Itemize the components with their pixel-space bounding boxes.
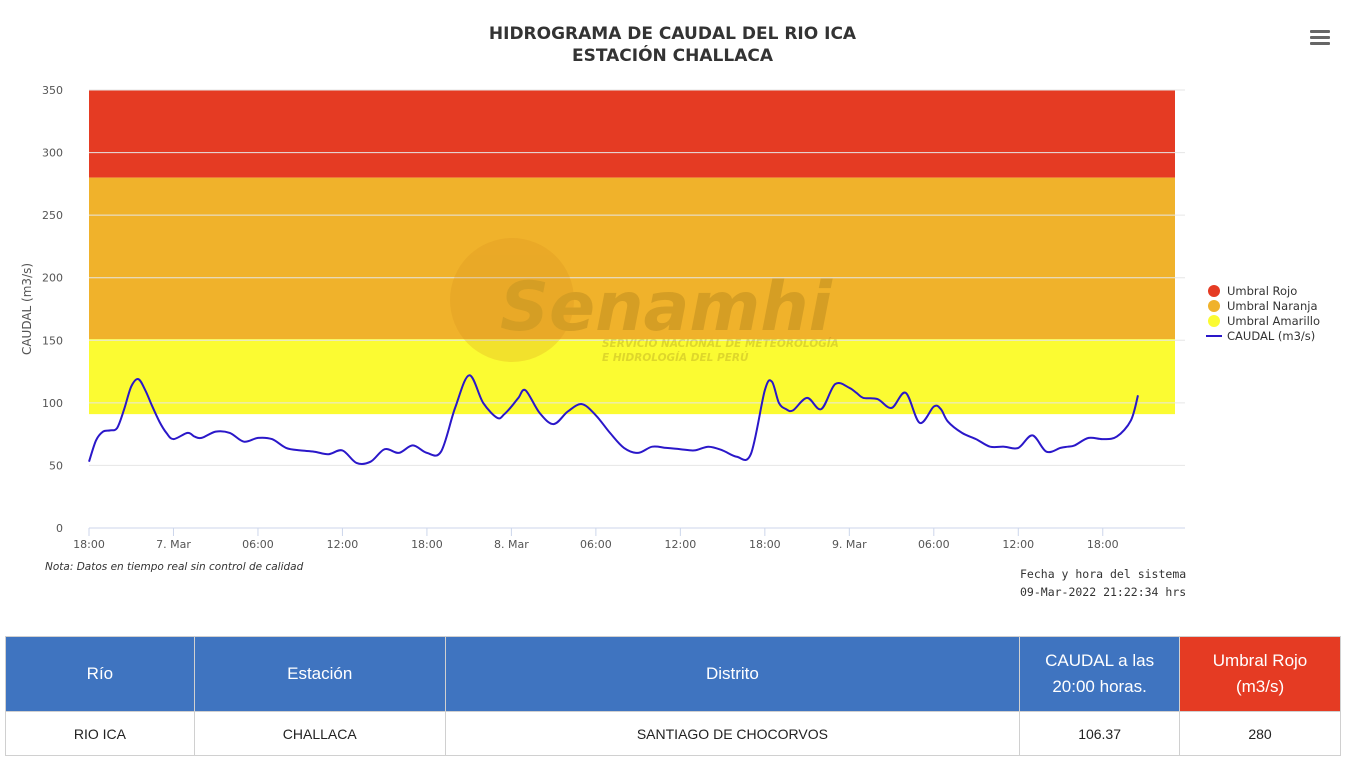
station-info-table: Río Estación Distrito CAUDAL a las 20:00… xyxy=(5,636,1341,756)
system-time-label: Fecha y hora del sistema xyxy=(1020,567,1187,581)
x-tick-label: 12:00 xyxy=(665,538,697,551)
header-umbral-line1: Umbral Rojo xyxy=(1212,651,1308,670)
x-tick-label: 18:00 xyxy=(1087,538,1119,551)
header-rio: Río xyxy=(5,636,195,712)
header-caudal-line1: CAUDAL a las xyxy=(1045,651,1155,670)
chart-plot: Senamhi SERVICIO NACIONAL DE METEOROLOGÍ… xyxy=(20,84,1320,551)
header-umbral-rojo: Umbral Rojo (m3/s) xyxy=(1179,636,1341,712)
hydrograph-chart: HIDROGRAMA DE CAUDAL DEL RIO ICA ESTACIÓ… xyxy=(20,24,1330,599)
cell-rio: RIO ICA xyxy=(5,711,195,756)
legend-marker xyxy=(1208,300,1220,312)
legend-item-label: Umbral Rojo xyxy=(1227,284,1297,298)
cell-caudal: 106.37 xyxy=(1019,711,1181,756)
x-tick-label: 12:00 xyxy=(327,538,359,551)
band-umbral-amarillo xyxy=(89,339,1175,415)
y-tick-label: 250 xyxy=(42,209,63,222)
header-estacion: Estación xyxy=(193,636,446,712)
table-row: RIO ICA CHALLACA SANTIAGO DE CHOCORVOS 1… xyxy=(5,711,1341,756)
x-tick-label: 7. Mar xyxy=(156,538,191,551)
header-caudal-line2: 20:00 horas. xyxy=(1052,677,1147,696)
legend-marker xyxy=(1208,285,1220,297)
system-time-value: 09-Mar-2022 21:22:34 hrs xyxy=(1020,585,1187,599)
header-umbral-line2: (m3/s) xyxy=(1235,677,1285,696)
y-tick-label: 0 xyxy=(56,522,63,535)
hamburger-menu-icon[interactable] xyxy=(1310,30,1330,46)
cell-estacion: CHALLACA xyxy=(193,711,446,756)
x-tick-label: 12:00 xyxy=(1002,538,1034,551)
x-tick-label: 06:00 xyxy=(242,538,274,551)
series-line-caudal xyxy=(88,374,1139,465)
header-distrito: Distrito xyxy=(444,636,1021,712)
x-tick-label: 18:00 xyxy=(749,538,781,551)
chart-subtitle: ESTACIÓN CHALLACA xyxy=(571,46,773,66)
legend-item-label: Umbral Naranja xyxy=(1227,299,1318,313)
y-tick-label: 300 xyxy=(42,147,63,160)
y-tick-label: 100 xyxy=(42,397,63,410)
senamhi-watermark: Senamhi SERVICIO NACIONAL DE METEOROLOGÍ… xyxy=(450,238,839,364)
table-header-row: Río Estación Distrito CAUDAL a las 20:00… xyxy=(5,636,1341,712)
legend-item-label: Umbral Amarillo xyxy=(1227,314,1320,328)
legend-item-label: CAUDAL (m3/s) xyxy=(1227,329,1315,343)
chart-title: HIDROGRAMA DE CAUDAL DEL RIO ICA xyxy=(488,24,857,44)
y-tick-label: 150 xyxy=(42,334,63,347)
y-axis-title: CAUDAL (m3/s) xyxy=(20,263,34,355)
x-tick-label: 06:00 xyxy=(580,538,612,551)
band-umbral-rojo xyxy=(89,90,1175,178)
cell-distrito: SANTIAGO DE CHOCORVOS xyxy=(444,711,1021,756)
x-tick-label: 18:00 xyxy=(73,538,105,551)
watermark-sun-icon xyxy=(450,238,574,362)
x-tick-label: 18:00 xyxy=(411,538,443,551)
data-quality-note: Nota: Datos en tiempo real sin control d… xyxy=(45,561,304,573)
y-tick-label: 350 xyxy=(42,84,63,97)
watermark-line2: E HIDROLOGÍA DEL PERÚ xyxy=(602,351,749,364)
cell-umbral: 280 xyxy=(1179,711,1341,756)
grid-lines xyxy=(89,89,1185,529)
watermark-name: Senamhi xyxy=(500,268,834,347)
x-axis: 18:00 7. Mar 06:00 12:00 18:00 8. Mar 06:00 12:… xyxy=(73,528,1119,551)
y-axis: 0 50 100 150 200 250 300 350 CAUDAL (m3/s) xyxy=(20,84,63,535)
threshold-bands xyxy=(89,90,1175,415)
x-tick-label: 8. Mar xyxy=(494,538,529,551)
series-caudal xyxy=(88,374,1139,465)
y-tick-label: 50 xyxy=(49,459,63,472)
band-umbral-naranja xyxy=(89,177,1175,340)
y-tick-label: 200 xyxy=(42,272,63,285)
x-tick-label: 9. Mar xyxy=(832,538,867,551)
legend-marker xyxy=(1208,315,1220,327)
header-caudal: CAUDAL a las 20:00 horas. xyxy=(1019,636,1181,712)
x-tick-label: 06:00 xyxy=(918,538,950,551)
watermark-line1: SERVICIO NACIONAL DE METEOROLOGÍA xyxy=(602,337,839,350)
